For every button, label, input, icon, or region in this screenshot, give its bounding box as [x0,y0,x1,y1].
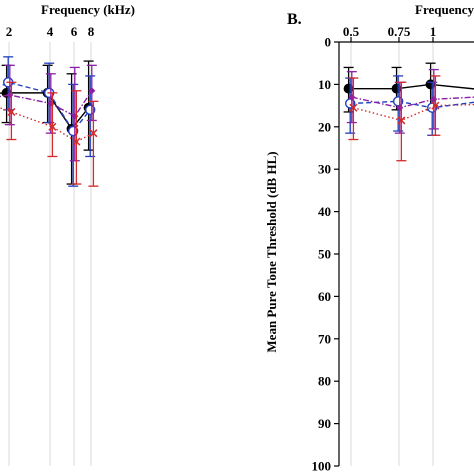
panel-b-data-point [431,101,440,110]
panel-b-axes [334,37,474,467]
panel-a-data-point [88,87,96,95]
panel-b-ytick-label: 30 [318,162,331,177]
panel-b-data-point [430,95,438,103]
panel-b-ytick-label: 50 [318,247,331,262]
panel-b-xtick-label: 0.75 [388,24,411,39]
panel-b-x-marker-stroke [349,103,358,112]
panel-b-series-line [350,100,474,109]
panel-b-ytick-label: 70 [318,331,331,346]
panel-b-ytick-label: 10 [318,77,331,92]
panel-a-x-marker-stroke [89,129,98,138]
panel-a-xtick-label: 8 [88,24,95,39]
panel-b-ytick-label: 100 [312,459,332,474]
panel-a-x-marker-stroke [48,122,57,131]
panel-a-xtick-label: 2 [6,24,13,39]
panel-b-data-point [349,103,358,112]
panel-b-xtick-label: 0.5 [343,24,360,39]
panel-a: Frequency (kHz) 12468 [0,2,135,466]
panel-a-data-point [7,107,16,116]
panel-b-ytick-label: 40 [318,204,331,219]
panel-b-gridlines [350,42,434,466]
panel-a-data-point [48,122,57,131]
panel-a-gridlines [8,42,92,466]
panel-b-ylabel: Mean Pure Tone Threshold (dB HL) [264,151,279,352]
panel-a-xtick-label: 6 [71,24,78,39]
panel-b-series [343,62,474,162]
panel-b-ytick-label: 90 [318,416,331,431]
panel-b-ytick-label: 60 [318,289,331,304]
panel-b-series-line [351,96,474,109]
panel-a-x-marker-stroke [72,137,81,146]
panel-a-data-point [71,112,79,120]
panel-b-ytick-label: 0 [325,35,332,50]
panel-b-xlabel: Frequency (kHz) [415,2,474,17]
panel-b-ytick-label: 20 [318,119,331,134]
panel-b-x-marker-stroke [397,116,406,125]
panel-a-data-point [72,137,81,146]
panel-a-data-point [89,129,98,138]
panel-b-series-line [353,103,474,122]
panel-a-xticks: 12468 [6,24,95,39]
panel-b-letter: B. [287,11,302,28]
panel-b-ytick-label: 80 [318,374,331,389]
panel-b-series-line [348,83,474,90]
panel-a-xlabel: Frequency (kHz) [41,2,135,17]
panel-b: B. Frequency (kHz) Mean Pure Tone Thresh… [264,2,474,474]
panel-b-ticks: 0.50.75120102030405060708090100 [312,24,437,474]
panel-a-series [0,56,99,187]
panel-a-x-marker-stroke [7,107,16,116]
panel-a-xtick-label: 4 [47,24,54,39]
panel-b-data-point [397,116,406,125]
panel-b-x-marker-stroke [431,101,440,110]
panel-b-xtick-label: 1 [430,24,437,39]
